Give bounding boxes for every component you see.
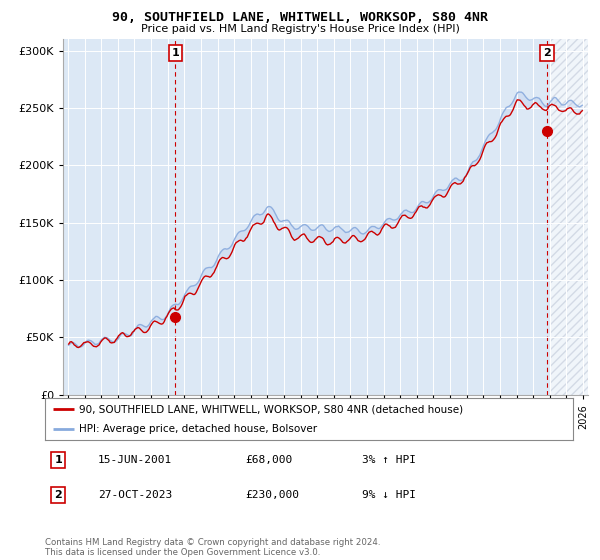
- Text: 3% ↑ HPI: 3% ↑ HPI: [362, 455, 416, 465]
- Text: 15-JUN-2001: 15-JUN-2001: [98, 455, 172, 465]
- Text: 9% ↓ HPI: 9% ↓ HPI: [362, 490, 416, 500]
- Text: 2: 2: [55, 490, 62, 500]
- Text: £230,000: £230,000: [245, 490, 299, 500]
- Text: 1: 1: [55, 455, 62, 465]
- Text: 90, SOUTHFIELD LANE, WHITWELL, WORKSOP, S80 4NR (detached house): 90, SOUTHFIELD LANE, WHITWELL, WORKSOP, …: [79, 404, 463, 414]
- Text: 90, SOUTHFIELD LANE, WHITWELL, WORKSOP, S80 4NR: 90, SOUTHFIELD LANE, WHITWELL, WORKSOP, …: [112, 11, 488, 24]
- Text: £68,000: £68,000: [245, 455, 293, 465]
- Text: HPI: Average price, detached house, Bolsover: HPI: Average price, detached house, Bols…: [79, 424, 317, 433]
- Text: Contains HM Land Registry data © Crown copyright and database right 2024.
This d: Contains HM Land Registry data © Crown c…: [45, 538, 380, 557]
- Text: 1: 1: [172, 48, 179, 58]
- Text: 27-OCT-2023: 27-OCT-2023: [98, 490, 172, 500]
- Text: Price paid vs. HM Land Registry's House Price Index (HPI): Price paid vs. HM Land Registry's House …: [140, 24, 460, 34]
- Text: 2: 2: [543, 48, 551, 58]
